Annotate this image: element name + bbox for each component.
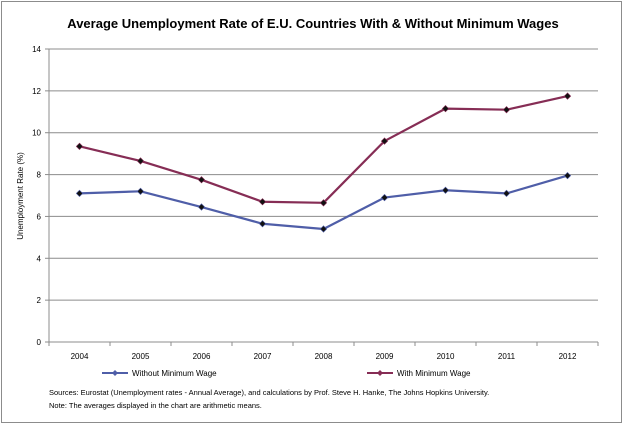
x-tick-label: 2007 [254, 352, 272, 361]
method-note: Note: The averages displayed in the char… [49, 401, 262, 410]
x-tick-label: 2004 [71, 352, 89, 361]
axes [45, 48, 599, 346]
x-tick-labels: 2004 2005 2006 2007 2008 2009 2010 2011 2012 [71, 352, 577, 361]
y-tick-label: 2 [37, 296, 42, 305]
legend-swatch-marker [377, 370, 383, 376]
data-point-marker [380, 193, 389, 202]
y-tick-label: 6 [37, 212, 42, 221]
x-tick-label: 2008 [315, 352, 333, 361]
source-note: Sources: Eurostat (Unemployment rates - … [49, 388, 489, 397]
data-point-marker [441, 186, 450, 194]
gridlines [49, 48, 598, 301]
data-point-marker [319, 225, 328, 233]
x-tick-label: 2006 [193, 352, 211, 361]
x-tick-label: 2012 [559, 352, 577, 361]
chart-title: Average Unemployment Rate of E.U. Countr… [67, 16, 558, 31]
y-tick-label: 4 [37, 254, 42, 263]
data-point-marker [502, 106, 511, 114]
y-tick-label: 12 [32, 87, 41, 96]
legend-label: With Minimum Wage [397, 369, 471, 378]
legend: Without Minimum Wage With Minimum Wage [102, 369, 471, 378]
x-tick-label: 2011 [498, 352, 516, 361]
x-tick-label: 2010 [437, 352, 455, 361]
legend-swatch-marker [112, 370, 118, 376]
data-point-marker [197, 176, 206, 184]
data-point-marker [319, 199, 328, 207]
y-tick-label: 0 [37, 338, 42, 347]
x-tick-label: 2005 [132, 352, 150, 361]
y-axis-label: Unemployment Rate (%) [16, 152, 25, 240]
data-point-marker [75, 142, 84, 150]
y-tick-labels: 0 2 4 6 8 10 12 14 [32, 45, 41, 347]
series-lines [75, 92, 572, 233]
data-point-marker [197, 203, 206, 211]
legend-label: Without Minimum Wage [132, 369, 217, 378]
data-point-marker [563, 92, 572, 100]
data-point-marker [441, 105, 450, 113]
series-line-2 [79, 95, 568, 204]
data-point-marker [136, 157, 145, 165]
y-tick-label: 8 [37, 171, 42, 180]
data-point-marker [136, 187, 145, 195]
y-tick-label: 14 [32, 45, 41, 54]
data-point-marker [380, 137, 389, 145]
data-point-marker [502, 189, 511, 198]
data-point-marker [75, 189, 84, 198]
data-point-marker [563, 171, 572, 180]
x-tick-label: 2009 [376, 352, 394, 361]
data-point-marker [258, 198, 267, 206]
y-tick-label: 10 [32, 129, 41, 138]
data-point-marker [258, 220, 267, 228]
